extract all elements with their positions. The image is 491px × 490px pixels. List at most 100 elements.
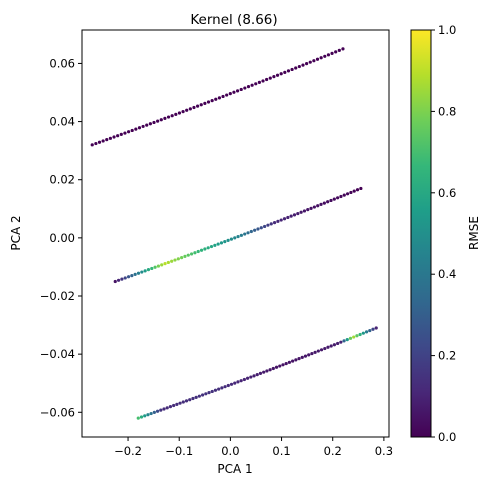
scatter-point-series-3 xyxy=(194,395,198,399)
scatter-point-series-3 xyxy=(345,338,349,342)
scatter-point-series-2 xyxy=(160,263,164,267)
scatter-point-series-3 xyxy=(332,343,337,347)
scatter-point-series-1 xyxy=(163,116,167,121)
colorbar-tick-label: 0.4 xyxy=(438,267,456,281)
scatter-point-series-3 xyxy=(143,414,147,418)
scatter-point-series-1 xyxy=(323,54,327,58)
chart-title: Kernel (8.66) xyxy=(190,12,277,28)
scatter-point-series-1 xyxy=(257,80,261,84)
scatter-point-series-2 xyxy=(173,258,177,262)
scatter-point-series-1 xyxy=(206,100,211,104)
scatter-point-series-1 xyxy=(185,108,189,112)
scatter-point-series-3 xyxy=(297,356,301,361)
scatter-point-series-3 xyxy=(355,334,359,338)
scatter-point-series-3 xyxy=(348,336,353,340)
scatter-point-series-3 xyxy=(281,363,285,367)
colorbar xyxy=(410,29,432,438)
scatter-point-series-3 xyxy=(152,410,156,415)
scatter-point-series-3 xyxy=(229,382,234,386)
scatter-point-series-1 xyxy=(265,77,269,82)
scatter-point-series-2 xyxy=(256,227,260,231)
scatter-point-series-3 xyxy=(204,392,208,396)
scatter-point-series-2 xyxy=(319,202,323,207)
scatter-point-series-3 xyxy=(233,381,237,385)
scatter-point-series-3 xyxy=(294,358,298,362)
scatter-point-series-1 xyxy=(268,76,272,80)
scatter-point-series-3 xyxy=(358,332,362,337)
scatter-point-series-3 xyxy=(271,366,275,371)
scatter-point-series-1 xyxy=(305,62,309,66)
y-tick-label: −0.04 xyxy=(40,347,75,361)
scatter-point-series-3 xyxy=(313,350,317,354)
scatter-point-series-2 xyxy=(282,217,287,221)
scatter-point-series-2 xyxy=(136,271,141,275)
colorbar-tick-label: 0.8 xyxy=(438,104,456,118)
scatter-point-series-1 xyxy=(199,103,203,107)
scatter-point-series-3 xyxy=(181,400,185,404)
scatter-point-series-3 xyxy=(217,387,221,391)
scatter-point-series-2 xyxy=(196,249,200,254)
scatter-point-series-3 xyxy=(252,374,256,378)
scatter-point-series-2 xyxy=(266,223,270,227)
scatter-point-series-2 xyxy=(332,197,336,201)
scatter-point-series-2 xyxy=(249,229,253,234)
scatter-point-series-3 xyxy=(300,355,304,359)
scatter-point-series-2 xyxy=(329,198,333,203)
scatter-point-series-2 xyxy=(292,213,297,217)
scatter-point-series-3 xyxy=(336,341,340,346)
x-tick-label: −0.2 xyxy=(114,444,142,458)
scatter-point-series-2 xyxy=(156,264,160,268)
scatter-point-series-3 xyxy=(168,405,173,409)
scatter-point-series-3 xyxy=(342,339,346,343)
scatter-point-series-2 xyxy=(342,193,346,197)
scatter-point-series-3 xyxy=(175,402,179,406)
scatter-point-series-3 xyxy=(274,365,279,369)
colorbar-tick-label: 0.0 xyxy=(438,430,456,444)
scatter-point-series-1 xyxy=(177,111,182,115)
scatter-point-series-2 xyxy=(299,210,303,214)
scatter-point-series-1 xyxy=(297,64,301,69)
scatter-point-series-3 xyxy=(326,345,330,349)
scatter-point-series-1 xyxy=(152,120,156,125)
scatter-point-series-2 xyxy=(143,269,147,273)
scatter-point-series-3 xyxy=(226,383,230,388)
scatter-point-series-2 xyxy=(336,196,340,200)
scatter-point-series-3 xyxy=(364,330,369,334)
scatter-point-series-1 xyxy=(210,99,214,103)
scatter-point-series-2 xyxy=(206,246,210,250)
scatter-point-series-2 xyxy=(326,200,330,204)
y-tick-label: 0.00 xyxy=(49,231,75,245)
scatter-point-series-3 xyxy=(184,399,189,403)
scatter-point-series-2 xyxy=(193,251,197,255)
scatter-point-series-3 xyxy=(155,409,160,413)
scatter-point-series-3 xyxy=(210,389,214,394)
scatter-point-series-3 xyxy=(220,386,224,390)
scatter-point-series-1 xyxy=(108,136,112,140)
scatter-point-series-1 xyxy=(235,89,240,93)
scatter-point-series-2 xyxy=(355,188,360,192)
scatter-point-series-1 xyxy=(166,115,171,119)
scatter-point-series-3 xyxy=(242,377,246,382)
scatter-point-series-1 xyxy=(294,66,298,70)
scatter-point-series-3 xyxy=(278,364,282,368)
colorbar-ticks: 0.0 0.2 0.4 0.6 0.8 1.0 xyxy=(431,23,456,444)
scatter-point-series-1 xyxy=(170,114,174,118)
scatter-point-series-1 xyxy=(243,86,247,90)
scatter-point-series-1 xyxy=(145,123,149,127)
scatter-point-series-1 xyxy=(225,93,229,97)
scatter-point-series-1 xyxy=(232,90,236,94)
scatter-point-series-3 xyxy=(178,401,182,405)
scatter-point-series-1 xyxy=(123,131,127,135)
scatter-point-series-2 xyxy=(279,218,283,222)
y-tick-label: −0.06 xyxy=(40,405,75,419)
scatter-point-series-3 xyxy=(319,348,324,352)
scatter-point-series-2 xyxy=(183,254,187,258)
scatter-point-series-3 xyxy=(223,385,227,389)
scatter-point-series-2 xyxy=(163,262,167,266)
scatter-point-series-3 xyxy=(213,388,218,392)
scatter-point-series-2 xyxy=(306,208,310,212)
scatter-point-series-2 xyxy=(209,244,214,249)
scatter-point-series-1 xyxy=(217,96,222,100)
y-tick-label: 0.04 xyxy=(49,115,75,129)
